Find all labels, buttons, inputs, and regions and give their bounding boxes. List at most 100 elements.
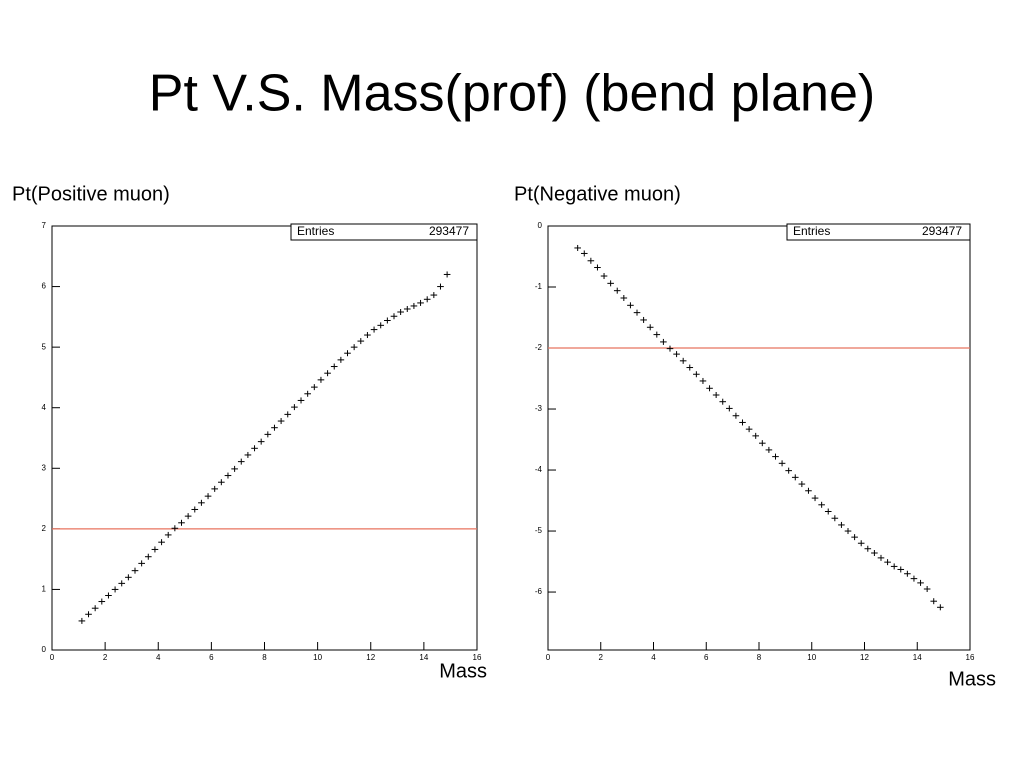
data-point	[805, 487, 812, 494]
slide-title: Pt V.S. Mass(prof) (bend plane)	[149, 65, 875, 123]
data-point	[745, 426, 753, 433]
data-point	[660, 338, 667, 345]
stats-box	[786, 223, 971, 241]
data-point	[838, 521, 845, 528]
chart: Pt(Negative muon) Mass 0 2 4 6 8 10 12 14 16 -6 -5 -4…	[514, 183, 996, 690]
x-tick-label: 2	[599, 653, 604, 662]
data-point	[264, 431, 272, 438]
data-point	[443, 271, 451, 278]
y-tick-label: 2	[42, 524, 47, 533]
y-tick-label: 1	[42, 585, 47, 594]
data-point	[844, 528, 852, 535]
data-point	[759, 440, 766, 447]
data-point	[85, 611, 92, 618]
data-point	[937, 604, 944, 611]
data-point	[719, 398, 727, 405]
data-point	[171, 525, 179, 532]
stats-label: Entries	[297, 224, 334, 238]
data-point	[410, 302, 418, 309]
data-point	[251, 445, 258, 452]
data-point	[877, 554, 885, 561]
data-point	[125, 574, 132, 581]
data-point	[917, 579, 924, 586]
data-point	[712, 391, 720, 398]
stats-value: 293477	[429, 224, 469, 238]
data-point	[706, 385, 713, 392]
data-point	[244, 451, 252, 458]
data-point	[679, 357, 687, 364]
data-point	[297, 397, 305, 404]
y-tick-label: 4	[42, 403, 47, 412]
data-point	[890, 563, 898, 570]
data-point	[607, 280, 614, 287]
data-point	[403, 305, 411, 312]
data-point	[693, 371, 700, 378]
x-tick-label: 14	[419, 653, 428, 662]
x-tick-label: 14	[913, 653, 922, 662]
data-point	[118, 580, 126, 587]
data-point	[437, 283, 444, 290]
data-point	[198, 499, 205, 506]
data-point	[791, 474, 799, 481]
data-point	[811, 495, 819, 502]
data-point	[785, 467, 792, 474]
data-point	[673, 351, 680, 358]
data-point	[304, 390, 311, 397]
data-point	[111, 586, 119, 593]
data-point	[218, 479, 225, 486]
data-point	[430, 292, 438, 299]
data-point	[818, 501, 825, 508]
data-point	[686, 364, 694, 371]
x-tick-label: 8	[262, 653, 267, 662]
data-point	[184, 513, 192, 520]
data-point	[910, 575, 918, 582]
data-point	[370, 326, 378, 333]
x-tick-label: 4	[156, 653, 161, 662]
data-point	[574, 244, 581, 251]
data-point	[798, 481, 806, 488]
data-point	[337, 356, 345, 363]
data-point	[600, 273, 608, 280]
stats-value: 293477	[922, 224, 962, 238]
data-point	[765, 446, 773, 453]
data-point	[633, 309, 641, 316]
x-tick-label: 2	[103, 653, 108, 662]
y-tick-label: 0	[42, 645, 47, 654]
data-point	[587, 257, 595, 264]
y-tick-label: -1	[535, 282, 543, 291]
y-tick-label: 6	[42, 282, 47, 291]
data-point	[277, 418, 285, 425]
data-point	[284, 411, 292, 418]
y-tick-label: 3	[42, 463, 47, 472]
stats-label: Entries	[793, 224, 830, 238]
data-point	[144, 553, 152, 560]
data-point	[138, 560, 145, 567]
data-point	[211, 485, 219, 492]
y-axis-label: Pt(Positive muon)	[12, 183, 170, 205]
data-point	[390, 313, 398, 320]
data-point	[237, 458, 245, 465]
data-point	[384, 317, 391, 324]
data-point	[884, 559, 891, 566]
data-point	[330, 363, 338, 370]
x-tick-label: 10	[807, 653, 816, 662]
y-axis-label: Pt(Negative muon)	[514, 183, 681, 205]
data-point	[257, 438, 265, 445]
data-point	[224, 472, 232, 479]
x-tick-label: 4	[651, 653, 656, 662]
x-tick-label: 16	[966, 653, 975, 662]
y-tick-label: 0	[538, 221, 543, 230]
data-point	[324, 370, 331, 377]
data-point	[752, 432, 759, 439]
data-point	[105, 592, 112, 599]
data-point	[417, 299, 424, 306]
data-point	[594, 264, 601, 271]
data-point	[291, 404, 298, 411]
data-point	[897, 566, 905, 573]
data-point	[666, 345, 674, 352]
x-axis-label: Mass	[948, 668, 996, 690]
data-point	[364, 332, 371, 339]
data-point	[344, 350, 351, 357]
